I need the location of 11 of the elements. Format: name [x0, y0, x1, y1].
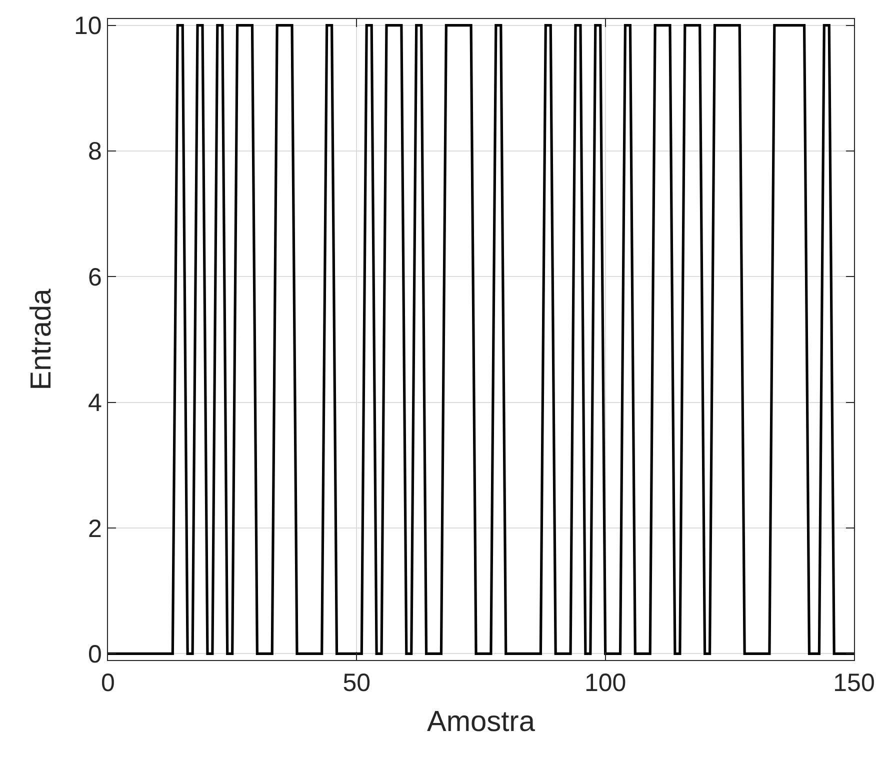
y-axis-title: Entrada [25, 288, 58, 390]
y-tick-label: 4 [88, 389, 102, 418]
x-tick-label: 150 [833, 669, 875, 698]
y-tick-label: 2 [88, 514, 102, 543]
y-tick-label: 0 [88, 640, 102, 668]
x-axis-title: Amostra [427, 706, 536, 738]
x-tick-label: 100 [584, 669, 626, 698]
y-tick-label: 10 [74, 12, 102, 40]
y-tick-label: 8 [88, 138, 102, 166]
y-tick-label: 6 [88, 263, 102, 292]
x-tick-label: 50 [342, 669, 371, 698]
